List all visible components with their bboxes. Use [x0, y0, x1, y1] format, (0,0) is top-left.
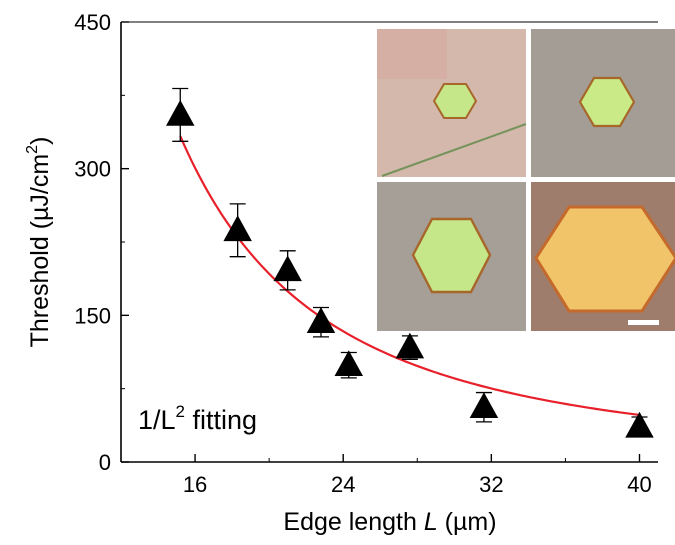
fit-curve	[179, 135, 640, 417]
annotation-superscript: 2	[176, 402, 185, 421]
y-axis-title: Threshold (µJ/cm2)	[24, 137, 54, 348]
hexagon-crystal-4	[534, 205, 675, 313]
data-point	[395, 332, 425, 360]
fit-annotation: 1/L2 fitting	[138, 402, 257, 435]
y-ticks: 0 150 300 450	[74, 10, 129, 475]
inset-panel-4	[531, 182, 675, 331]
triangle-marker	[273, 255, 302, 282]
annotation-main: 1/L	[138, 405, 176, 435]
data-series	[166, 87, 654, 438]
x-tick-label: 24	[331, 472, 355, 497]
annotation-end: fitting	[185, 405, 257, 435]
triangle-marker	[395, 332, 425, 359]
data-point	[625, 411, 654, 438]
data-point	[223, 203, 252, 258]
x-axis-title-text: Edge length	[283, 508, 423, 536]
y-tick-label: 150	[74, 303, 111, 328]
triangle-marker	[469, 392, 499, 419]
y-axis-title-superscript: 2	[24, 145, 41, 154]
x-ticks: 16 24 32 40	[120, 454, 652, 497]
inset-panel-3	[377, 182, 526, 331]
x-tick-label: 32	[479, 472, 503, 497]
hexagon-crystal-2	[578, 76, 636, 128]
data-point	[166, 87, 195, 142]
data-point	[334, 350, 364, 379]
y-tick-label: 0	[99, 450, 111, 475]
y-tick-label: 450	[74, 10, 111, 35]
inset-panel-1	[377, 29, 527, 177]
triangle-marker	[166, 99, 195, 126]
triangle-marker	[334, 350, 364, 376]
data-point	[469, 391, 499, 423]
hexagon-crystal-1	[432, 83, 478, 119]
x-axis-title: Edge length L (µm)	[283, 508, 496, 536]
data-point	[273, 250, 302, 291]
y-axis-title-end: )	[26, 137, 54, 145]
inset-image	[374, 26, 675, 335]
y-axis-title-text: Threshold (µJ/cm	[26, 154, 54, 348]
x-axis-title-unit: (µm)	[438, 508, 497, 536]
hexagon-crystal-3	[411, 217, 492, 294]
x-tick-label: 40	[627, 472, 651, 497]
x-tick-label: 16	[183, 472, 207, 497]
data-point	[306, 306, 336, 338]
triangle-marker	[223, 215, 252, 242]
triangle-marker	[625, 411, 654, 438]
inset-panel-2	[531, 29, 675, 177]
triangle-marker	[306, 307, 336, 333]
y-tick-label: 300	[74, 157, 111, 182]
x-axis-title-var: L	[424, 508, 438, 536]
scale-bar	[628, 320, 659, 325]
